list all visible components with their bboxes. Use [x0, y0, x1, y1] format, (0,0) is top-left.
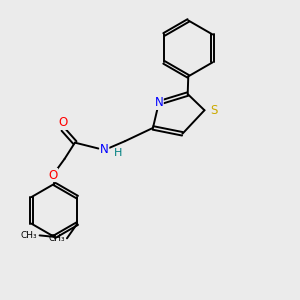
- Text: CH₃: CH₃: [49, 234, 65, 243]
- Text: CH₃: CH₃: [21, 231, 37, 240]
- Text: S: S: [210, 104, 217, 117]
- Text: N: N: [154, 96, 163, 110]
- Text: N: N: [100, 143, 109, 157]
- Text: O: O: [48, 169, 58, 182]
- Text: O: O: [58, 116, 68, 129]
- Text: H: H: [114, 148, 122, 158]
